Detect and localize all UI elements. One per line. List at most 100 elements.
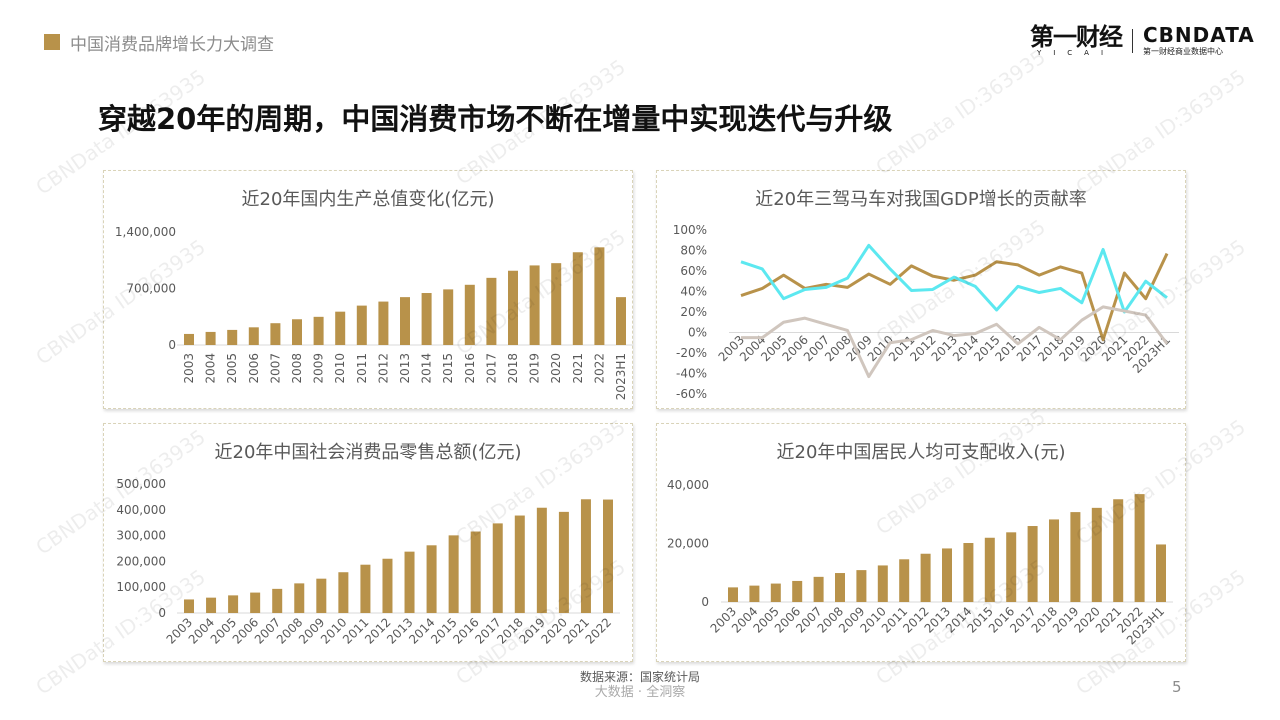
x-tick-label: 2012 xyxy=(376,353,390,384)
bar xyxy=(294,583,305,613)
bar xyxy=(382,558,393,613)
bar xyxy=(551,263,562,345)
x-tick-label: 2022 xyxy=(592,353,606,384)
y-tick-label: 200,000 xyxy=(116,554,166,568)
bar xyxy=(1091,507,1102,602)
y-tick-label: 0 xyxy=(701,595,709,609)
y-tick-label: 300,000 xyxy=(116,529,166,543)
bar xyxy=(1134,494,1145,602)
bar xyxy=(1070,512,1081,602)
chart-title: 近20年中国社会消费品零售总额(亿元) xyxy=(214,442,522,463)
x-tick-label: 2014 xyxy=(420,353,434,384)
chart-svg: 020,00040,000200320042005200620072008200… xyxy=(667,478,1173,647)
bar xyxy=(378,301,389,345)
y-tick-label: 40% xyxy=(680,285,707,299)
logo-divider xyxy=(1132,28,1133,53)
bar xyxy=(464,284,475,345)
chart-retail: 近20年中国社会消费品零售总额(亿元) 0 100,000 200,000 300,00… xyxy=(103,423,633,662)
bar xyxy=(486,277,497,345)
section-title: 中国消费品牌增长力大调查 xyxy=(70,35,274,55)
chart-gdp: 近20年国内生产总值变化(亿元) 0 700,000 1,400,000 2003 200… xyxy=(103,170,633,409)
bar xyxy=(1049,519,1059,602)
logo: 第一财经 YICAI CBNDATA 第一财经商业数据中心 xyxy=(1030,24,1255,57)
page-title: 穿越20年的周期，中国消费市场不断在增量中实现迭代与升级 xyxy=(98,102,893,136)
y-tick-label: 1,400,000 xyxy=(115,225,176,239)
bar xyxy=(228,595,239,613)
bar xyxy=(1156,544,1166,602)
bar xyxy=(184,333,194,345)
bar xyxy=(206,597,217,613)
bar xyxy=(272,588,283,613)
x-tick-label: 2020 xyxy=(549,353,563,384)
y-tick-label: 20,000 xyxy=(667,537,709,551)
y-tick-label: 0 xyxy=(158,606,166,620)
chart-income: 近20年中国居民人均可支配收入(元) 0 20,000 40,000 2003 2004 2… xyxy=(656,423,1186,662)
bar xyxy=(356,305,367,345)
bar xyxy=(856,570,867,602)
bar xyxy=(400,297,410,345)
watermark: CBNData ID:363935 xyxy=(871,44,1050,180)
bar xyxy=(749,585,760,602)
bar xyxy=(603,499,613,613)
bar xyxy=(404,551,415,613)
x-tick-label: 2006 xyxy=(247,353,261,384)
y-tick-label: 80% xyxy=(680,244,707,258)
bar xyxy=(448,535,459,613)
bar xyxy=(594,247,605,345)
x-tick-label: 2004 xyxy=(204,353,218,384)
logo-yicai: 第一财经 xyxy=(1030,22,1123,51)
x-tick-label: 2021 xyxy=(571,353,585,384)
series-line-0 xyxy=(740,252,1169,342)
bar xyxy=(616,297,626,345)
bar xyxy=(227,329,238,345)
bar xyxy=(360,564,371,613)
page-number: 5 xyxy=(1172,678,1182,696)
bar xyxy=(877,565,888,602)
x-tick-label: 2010 xyxy=(333,353,347,384)
bar xyxy=(338,572,349,613)
y-tick-label: -60% xyxy=(676,387,707,401)
bar xyxy=(421,293,432,345)
bar xyxy=(470,531,481,613)
y-tick-label: 0% xyxy=(688,326,707,340)
y-tick-label: 400,000 xyxy=(116,503,166,517)
y-tick-label: 0 xyxy=(168,338,176,352)
bar xyxy=(316,578,327,613)
y-tick-label: 60% xyxy=(680,264,707,278)
bar xyxy=(250,592,261,613)
y-tick-label: 700,000 xyxy=(126,282,176,296)
chart-svg: 100%80%60%40%20%0%-20%-40%-60%2003200420… xyxy=(673,223,1179,401)
series-line-1 xyxy=(740,243,1168,314)
bar xyxy=(313,316,324,345)
bar xyxy=(529,265,540,345)
bar xyxy=(335,311,346,345)
bar xyxy=(443,289,454,345)
bar xyxy=(813,576,824,602)
bar xyxy=(536,507,547,613)
bar xyxy=(1006,532,1017,602)
x-tick-label: 2019 xyxy=(528,353,542,384)
chart-title: 近20年三驾马车对我国GDP增长的贡献率 xyxy=(755,189,1087,210)
bar xyxy=(184,599,194,613)
bar xyxy=(920,553,931,602)
slogan: 大数据 · 全洞察 xyxy=(594,685,686,700)
bar xyxy=(270,323,281,345)
chart-title: 近20年中国居民人均可支配收入(元) xyxy=(776,442,1066,463)
bar xyxy=(942,548,952,602)
series-line-2 xyxy=(741,305,1169,379)
x-tick-label: 2008 xyxy=(290,353,304,384)
y-tick-label: 40,000 xyxy=(667,478,709,492)
bar xyxy=(572,252,583,345)
bar xyxy=(426,545,437,613)
x-tick-label: 2022 xyxy=(583,615,614,646)
bar xyxy=(508,270,518,345)
bar xyxy=(514,515,525,613)
x-tick-label: 2003 xyxy=(182,353,196,384)
chart-title: 近20年国内生产总值变化(亿元) xyxy=(241,189,495,210)
data-source: 数据来源：国家统计局 xyxy=(579,670,700,684)
x-tick-label: 2007 xyxy=(268,353,282,384)
y-tick-label: 100% xyxy=(673,223,707,237)
bar xyxy=(580,499,591,613)
bar xyxy=(835,573,845,602)
x-tick-label: 2017 xyxy=(484,353,498,384)
